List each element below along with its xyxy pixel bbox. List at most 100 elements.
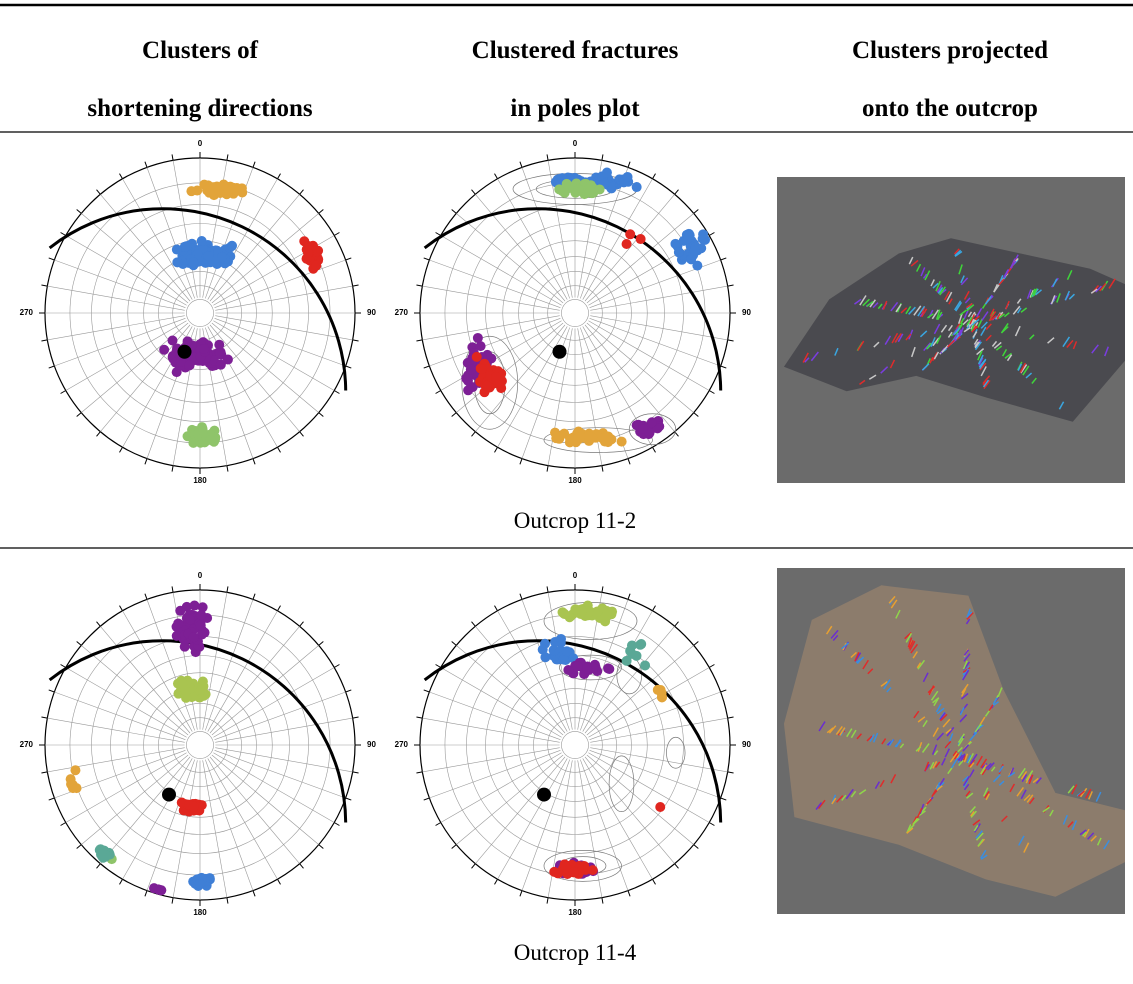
net-tick — [300, 190, 304, 195]
pole-point — [199, 344, 209, 354]
net-tick — [145, 459, 147, 465]
pole-point — [198, 426, 208, 436]
net-tick — [452, 210, 457, 214]
net-tick — [120, 174, 123, 179]
net-tick — [452, 642, 457, 646]
stereonet: 090180270 — [395, 571, 752, 917]
net-tick — [472, 190, 476, 195]
net-tick — [145, 162, 147, 168]
pole-point — [647, 417, 657, 427]
pole-point — [472, 352, 482, 362]
direction-label: 0 — [198, 139, 203, 148]
net-tick — [77, 413, 82, 417]
net-tick — [721, 258, 727, 260]
direction-label: 0 — [198, 571, 203, 580]
net-tick — [602, 586, 603, 592]
pole-point — [197, 236, 207, 246]
net-tick — [61, 391, 66, 394]
column-header: Clusters projected — [852, 37, 1048, 64]
pole-point — [491, 372, 501, 382]
pole-point — [473, 333, 483, 343]
net-tick — [278, 447, 281, 452]
net-tick — [694, 845, 699, 849]
column-header: Clustered fractures — [472, 37, 679, 64]
direction-label: 270 — [395, 308, 409, 317]
outcrop-image — [777, 568, 1125, 914]
net-tick — [520, 459, 522, 465]
pole-point — [674, 247, 684, 257]
net-tick — [675, 190, 679, 195]
net-tick — [227, 466, 228, 472]
figure: Clusters of shortening directions Cluste… — [0, 0, 1133, 984]
pole-point — [159, 345, 169, 355]
net-tick — [353, 285, 359, 286]
net-tick — [547, 466, 548, 472]
net-tick — [628, 594, 630, 600]
net-tick — [49, 366, 55, 368]
pole-point — [622, 239, 632, 249]
pole-point — [207, 182, 217, 192]
net-tick — [694, 642, 699, 646]
net-tick — [675, 864, 679, 869]
net-tick — [346, 798, 352, 800]
pole-point — [97, 851, 107, 861]
pole-point — [560, 859, 570, 869]
pole-point — [466, 364, 476, 374]
pole-point — [585, 186, 595, 196]
net-tick — [602, 154, 603, 160]
net-tick — [520, 162, 522, 168]
pole-point — [560, 188, 570, 198]
pole-point — [559, 609, 569, 619]
net-tick — [145, 594, 147, 600]
net-tick — [628, 891, 630, 897]
pole-point — [692, 261, 702, 271]
net-tick — [120, 879, 123, 884]
pole-point — [537, 788, 551, 802]
net-tick — [334, 391, 339, 394]
pole-point — [189, 632, 199, 642]
pole-point — [189, 601, 199, 611]
pole-point — [172, 257, 182, 267]
pole-point — [188, 257, 198, 267]
net-tick — [709, 823, 714, 826]
pole-point — [604, 664, 614, 674]
direction-label: 270 — [395, 740, 409, 749]
pole-point — [203, 251, 213, 261]
net-tick — [77, 845, 82, 849]
net-tick — [300, 432, 304, 437]
net-tick — [495, 606, 498, 611]
pole-point — [172, 245, 182, 255]
net-tick — [424, 690, 430, 692]
direction-label: 180 — [568, 476, 582, 485]
pole-point — [595, 184, 605, 194]
pole-point — [227, 241, 237, 251]
net-tick — [694, 413, 699, 417]
pole-point — [162, 788, 176, 802]
net-tick — [300, 864, 304, 869]
net-tick — [709, 665, 714, 668]
pole-point — [584, 431, 594, 441]
net-tick — [97, 622, 101, 627]
pole-point — [575, 432, 585, 442]
pole-point — [602, 611, 612, 621]
pole-point — [577, 606, 587, 616]
pole-point — [572, 661, 582, 671]
net-tick — [721, 366, 727, 368]
direction-label: 90 — [367, 308, 376, 317]
pole-point — [640, 660, 650, 670]
pole-point — [582, 663, 592, 673]
pole-point — [635, 640, 645, 650]
direction-label: 90 — [367, 740, 376, 749]
pole-point — [181, 686, 191, 696]
pole-point — [569, 867, 579, 877]
net-tick — [61, 823, 66, 826]
net-tick — [653, 879, 656, 884]
net-tick — [424, 258, 430, 260]
net-tick — [547, 586, 548, 592]
net-tick — [172, 586, 173, 592]
pole-point — [563, 665, 573, 675]
net-tick — [346, 366, 352, 368]
net-tick — [253, 594, 255, 600]
pole-point — [185, 360, 195, 370]
stereonet: 090180270 — [395, 139, 752, 485]
